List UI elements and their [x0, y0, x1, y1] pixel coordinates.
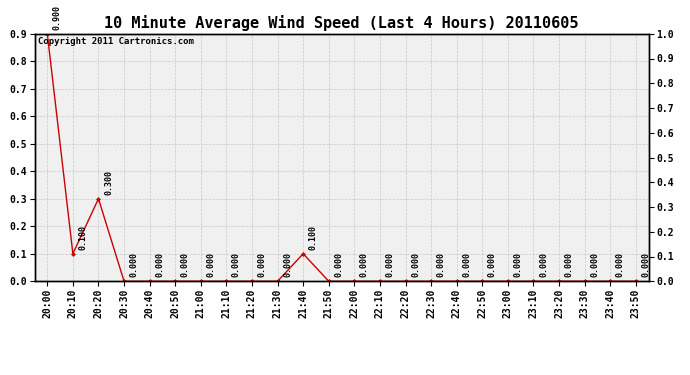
- Text: 0.000: 0.000: [437, 252, 446, 277]
- Text: 0.000: 0.000: [642, 252, 651, 277]
- Text: 0.900: 0.900: [53, 4, 62, 30]
- Text: 0.000: 0.000: [615, 252, 624, 277]
- Text: 0.000: 0.000: [513, 252, 522, 277]
- Text: 0.000: 0.000: [232, 252, 241, 277]
- Text: 0.000: 0.000: [360, 252, 369, 277]
- Text: 0.000: 0.000: [335, 252, 344, 277]
- Text: Copyright 2011 Cartronics.com: Copyright 2011 Cartronics.com: [37, 38, 193, 46]
- Text: 0.000: 0.000: [411, 252, 420, 277]
- Text: 0.000: 0.000: [488, 252, 497, 277]
- Text: 0.000: 0.000: [539, 252, 548, 277]
- Text: 0.000: 0.000: [206, 252, 215, 277]
- Text: 0.100: 0.100: [79, 225, 88, 250]
- Text: 0.000: 0.000: [462, 252, 471, 277]
- Text: 0.000: 0.000: [181, 252, 190, 277]
- Text: 0.000: 0.000: [564, 252, 573, 277]
- Text: 0.300: 0.300: [104, 170, 113, 195]
- Text: 0.000: 0.000: [257, 252, 266, 277]
- Text: 0.000: 0.000: [130, 252, 139, 277]
- Title: 10 Minute Average Wind Speed (Last 4 Hours) 20110605: 10 Minute Average Wind Speed (Last 4 Hou…: [104, 15, 579, 31]
- Text: 0.000: 0.000: [155, 252, 164, 277]
- Text: 0.000: 0.000: [386, 252, 395, 277]
- Text: 0.000: 0.000: [590, 252, 599, 277]
- Text: 0.100: 0.100: [308, 225, 317, 250]
- Text: 0.000: 0.000: [283, 252, 292, 277]
